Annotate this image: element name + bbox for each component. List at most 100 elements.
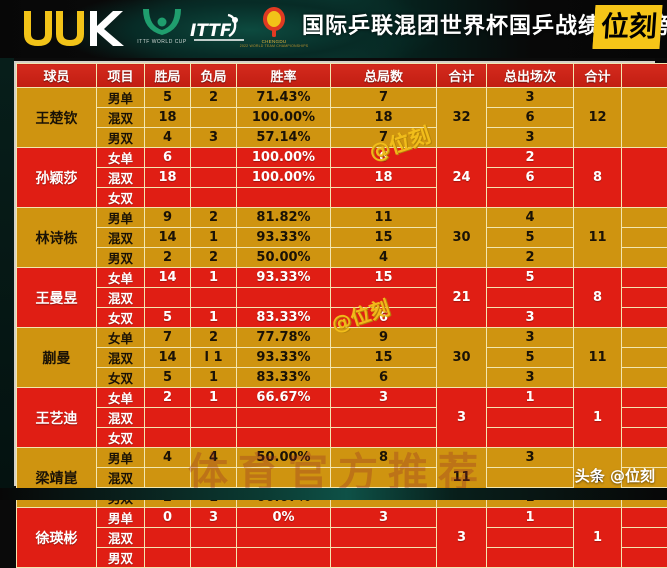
total-games-cell: 15 xyxy=(331,268,437,288)
event-cell: 男单 xyxy=(97,88,145,108)
footer-strip xyxy=(0,488,667,500)
table-row: 混双 xyxy=(17,288,667,308)
appearances-cell xyxy=(487,548,574,568)
total-games-cell: 7 xyxy=(331,88,437,108)
wins-cell: 5 xyxy=(145,88,191,108)
player-name-cell: 孙颖莎 xyxy=(17,148,97,208)
table-row: 混双 xyxy=(17,408,667,428)
total-games-cell: 8 xyxy=(331,448,437,468)
winrate-cell xyxy=(237,188,331,208)
total-games-cell: 7 xyxy=(331,128,437,148)
total-games-cell: 18 xyxy=(331,108,437,128)
losses-cell: 2 xyxy=(191,328,237,348)
wins-cell: 5 xyxy=(145,368,191,388)
winrate-cell xyxy=(237,288,331,308)
points-cell xyxy=(622,248,667,268)
event-cell: 男双 xyxy=(97,128,145,148)
wins-cell: 9 xyxy=(145,208,191,228)
appearances-cell: 3 xyxy=(487,368,574,388)
losses-cell xyxy=(191,468,237,488)
wins-cell: 5 xyxy=(145,308,191,328)
winrate-cell: 50.00% xyxy=(237,248,331,268)
points-cell xyxy=(622,428,667,448)
losses-cell: 2 xyxy=(191,248,237,268)
col-header-sum-games: 合计 xyxy=(437,64,487,88)
losses-cell xyxy=(191,428,237,448)
total-games-cell xyxy=(331,468,437,488)
chengdu-racket-icon xyxy=(257,6,291,38)
appearances-cell xyxy=(487,288,574,308)
appearances-cell: 5 xyxy=(487,348,574,368)
appearances-cell xyxy=(487,468,574,488)
wins-cell: 4 xyxy=(145,448,191,468)
event-cell: 混双 xyxy=(97,228,145,248)
appearances-cell: 2 xyxy=(487,248,574,268)
total-games-cell: 15 xyxy=(331,228,437,248)
winrate-cell: 100.00% xyxy=(237,108,331,128)
total-games-cell: 11 xyxy=(331,208,437,228)
appearances-cell: 1 xyxy=(487,388,574,408)
appearances-cell xyxy=(487,528,574,548)
points-cell xyxy=(622,548,667,568)
losses-cell: 1 xyxy=(191,388,237,408)
event-cell: 女双 xyxy=(97,428,145,448)
event-cell: 混双 xyxy=(97,348,145,368)
points-cell: 398 xyxy=(622,268,667,288)
winrate-cell: 100.00% xyxy=(237,168,331,188)
sum-appearances-cell: 1 xyxy=(574,508,622,568)
appearances-cell xyxy=(487,428,574,448)
event-cell: 男单 xyxy=(97,448,145,468)
footer-credit: 头条 @位刻 xyxy=(575,465,655,486)
wins-cell: 14 xyxy=(145,268,191,288)
wins-cell: 2 xyxy=(145,388,191,408)
table-row: 男双 xyxy=(17,548,667,568)
total-games-cell: 6 xyxy=(331,308,437,328)
total-games-cell xyxy=(331,288,437,308)
points-cell: 398 xyxy=(622,348,667,368)
wins-cell: 7 xyxy=(145,328,191,348)
stats-table-container: 球员 项目 胜局 负局 胜率 总局数 合计 总出场次 合计 积分 王楚钦男单52… xyxy=(14,61,655,486)
wins-cell xyxy=(145,188,191,208)
event-cell: 女单 xyxy=(97,148,145,168)
player-name-cell: 蒯曼 xyxy=(17,328,97,388)
wins-cell xyxy=(145,408,191,428)
sum-appearances-cell: 12 xyxy=(574,88,622,148)
event-cell: 女双 xyxy=(97,308,145,328)
losses-cell: 1 xyxy=(191,268,237,288)
world-cup-trophy-icon xyxy=(139,6,185,38)
losses-cell: 4 xyxy=(191,448,237,468)
winrate-cell: 93.33% xyxy=(237,348,331,368)
total-games-cell: 3 xyxy=(331,508,437,528)
appearances-cell: 3 xyxy=(487,308,574,328)
winrate-cell xyxy=(237,548,331,568)
appearances-cell: 1 xyxy=(487,508,574,528)
losses-cell xyxy=(191,188,237,208)
player-name-cell: 王楚钦 xyxy=(17,88,97,148)
appearances-cell xyxy=(487,188,574,208)
table-row: 女双 xyxy=(17,428,667,448)
winrate-cell: 100.00% xyxy=(237,148,331,168)
points-cell xyxy=(622,408,667,428)
wins-cell: 14 xyxy=(145,228,191,248)
points-cell xyxy=(622,388,667,408)
event-cell: 男单 xyxy=(97,508,145,528)
chengdu-event-logo: CHENGDU 2022 WORLD TEAM CHAMPIONSHIPS xyxy=(250,6,298,54)
winrate-cell: 93.33% xyxy=(237,228,331,248)
losses-cell: 2 xyxy=(191,88,237,108)
event-cell: 混双 xyxy=(97,168,145,188)
winrate-cell: 50.00% xyxy=(237,448,331,468)
event-cell: 男双 xyxy=(97,548,145,568)
total-games-cell: 18 xyxy=(331,168,437,188)
wins-cell xyxy=(145,288,191,308)
player-name-cell: 王曼昱 xyxy=(17,268,97,328)
ittf-world-cup-caption: ITTF WORLD CUP xyxy=(137,39,187,45)
sum-games-cell: 3 xyxy=(437,508,487,568)
